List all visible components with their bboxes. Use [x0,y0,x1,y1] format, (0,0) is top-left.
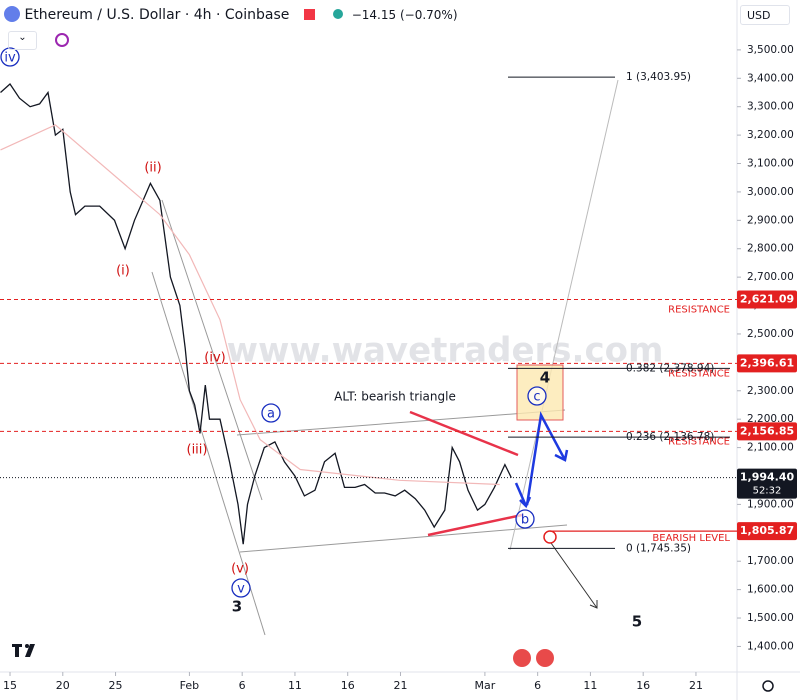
settings-icon[interactable] [762,680,774,692]
wave-label: 3 [232,598,242,616]
fib-label: 0.236 (2,136.78) [626,431,714,443]
last-price-tag [737,468,797,499]
y-tick-label: 3,000.00 [747,186,794,198]
moving-average [0,124,500,486]
flag-icon[interactable] [513,649,531,667]
price-line [0,83,512,545]
x-tick-label: 6 [239,679,246,692]
flag-button[interactable] [303,9,315,20]
level-text: RESISTANCE [668,436,730,447]
y-tick-label: 1,900.00 [747,498,794,510]
price-tag-label: 2,396.61 [740,356,794,369]
wave-circle [515,509,535,529]
wave-label: v [237,582,245,597]
x-tick-label: 25 [109,679,123,692]
fib-label: 0.382 (2,378.94) [626,362,714,374]
x-tick-label: 6 [534,679,541,692]
watermark: www.wavetraders.com [227,331,664,371]
price-tag-label: 2,621.09 [740,293,794,306]
wave-label: (i) [116,264,130,279]
price-tag-label: 2,156.85 [740,424,794,437]
eth-logo [4,6,20,22]
y-tick-label: 1,600.00 [747,584,794,596]
symbol: Ethereum / U.S. Dollar · 4h · Coinbase [24,7,290,23]
y-tick-label: 3,200.00 [747,129,794,141]
refresh-button[interactable] [55,33,69,47]
wave-label: a [267,407,275,422]
wave-label: iv [4,51,16,66]
y-tick-label: 3,100.00 [747,158,794,170]
triangle-lines [409,410,523,537]
y-tick-label: 2,100.00 [747,442,794,454]
x-tick-label: Feb [180,679,199,692]
symbol-bar: Ethereum / U.S. Dollar · 4h · Coinbase −… [4,6,458,23]
flag-icon[interactable] [536,649,554,667]
x-tick-label: 11 [583,679,597,692]
y-tick-label: 2,800.00 [747,243,794,255]
price-tag [737,422,797,441]
wave-circle [527,386,547,406]
wave-label: b [521,513,529,528]
y-tick-label: 2,500.00 [747,328,794,340]
bearish-marker [543,530,557,544]
countdown: 52:32 [753,486,782,497]
x-tick-label: 21 [689,679,703,692]
wave-label: (iv) [204,351,225,366]
y-tick-label: 2,200.00 [747,413,794,425]
y-tick-label: 3,500.00 [747,44,794,56]
projection-arrows [514,411,569,509]
target-arrow [550,542,598,609]
price-tag-label: 1,805.87 [740,524,794,537]
y-tick-label: 2,300.00 [747,385,794,397]
wave-circle [231,578,251,598]
wave-label: 5 [632,613,642,631]
y-tick-label: 1,400.00 [747,640,794,652]
wave-label: c [533,390,540,405]
annotation: ALT: bearish triangle [334,390,456,404]
wave-label: (iii) [187,443,208,458]
currency-selector[interactable]: USD [740,5,790,25]
level-text: RESISTANCE [668,368,730,379]
fib-label: 0 (1,745.35) [626,542,691,554]
collapse-button[interactable]: ⌄ [8,31,37,50]
status-dot [333,9,344,19]
y-tick-label: 3,300.00 [747,101,794,113]
x-tick-label: 16 [341,679,355,692]
y-tick-label: 3,400.00 [747,72,794,84]
y-tick-label: 2,900.00 [747,214,794,226]
x-tick-label: 15 [3,679,17,692]
wave-circle [261,403,281,423]
wave-label: (ii) [144,161,161,176]
x-tick-label: 16 [636,679,650,692]
x-tick-label: 21 [393,679,407,692]
level-text: BEARISH LEVEL [652,533,730,544]
x-tick-label: 11 [288,679,302,692]
last-price-label: 1,994.40 [740,471,795,484]
level-text: RESISTANCE [668,305,730,316]
price-tag [737,290,797,309]
series-layer [0,83,512,545]
fib-label: 1 (3,403.95) [626,71,691,83]
price-change: −14.15 (−0.70%) [351,8,458,22]
y-tick-label: 2,700.00 [747,271,794,283]
x-tick-label: 20 [56,679,70,692]
y-tick-label: 1,500.00 [747,612,794,624]
price-tag [737,354,797,373]
wave-label: (v) [231,562,249,577]
price-tag [737,522,797,541]
wave-label: 4 [540,369,550,387]
y-tick-label: 1,700.00 [747,555,794,567]
tv-logo [12,644,35,657]
trendlines [151,79,619,636]
x-tick-label: Mar [475,679,496,692]
